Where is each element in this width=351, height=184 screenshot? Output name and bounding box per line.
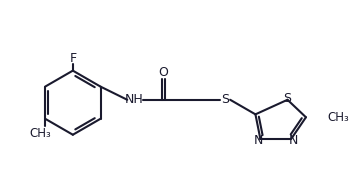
Text: N: N [254,134,263,147]
Text: CH₃: CH₃ [327,111,349,124]
Text: S: S [221,93,229,106]
Text: O: O [158,66,168,79]
Text: F: F [69,52,77,65]
Text: CH₃: CH₃ [29,127,51,140]
Text: NH: NH [125,93,144,106]
Text: S: S [284,92,291,105]
Text: N: N [289,134,298,147]
